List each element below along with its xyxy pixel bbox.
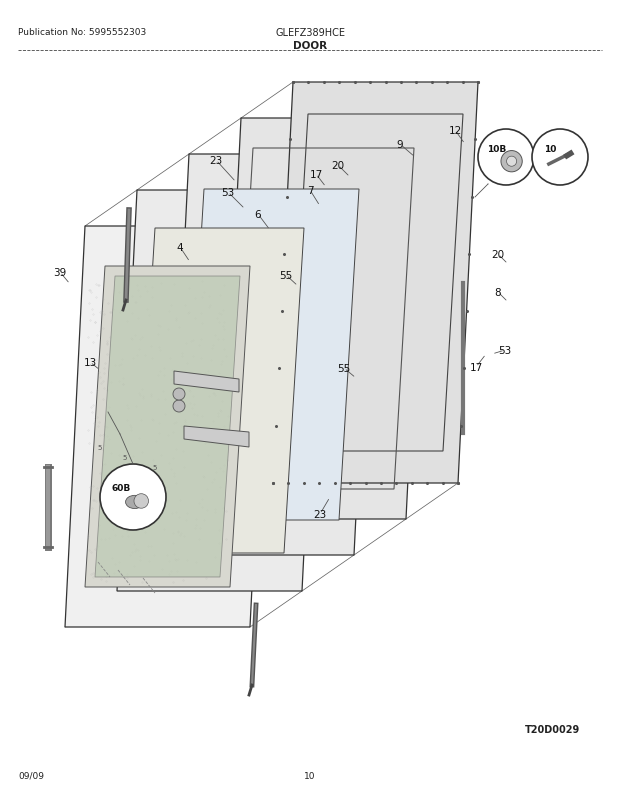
- Text: 20: 20: [492, 249, 505, 260]
- Text: 12: 12: [448, 126, 462, 136]
- Text: Publication No: 5995552303: Publication No: 5995552303: [18, 28, 146, 37]
- Polygon shape: [184, 190, 359, 520]
- Text: 4: 4: [177, 243, 184, 253]
- Text: 53: 53: [498, 346, 511, 355]
- Text: 20: 20: [332, 160, 345, 171]
- Text: 10: 10: [304, 771, 316, 780]
- Circle shape: [532, 130, 588, 186]
- Text: GLEFZ389HCE: GLEFZ389HCE: [275, 28, 345, 38]
- Circle shape: [173, 400, 185, 412]
- Text: 53: 53: [221, 188, 234, 198]
- Text: 23: 23: [313, 509, 327, 520]
- Circle shape: [507, 157, 516, 167]
- Text: 55: 55: [280, 270, 293, 281]
- Text: 8: 8: [495, 288, 502, 298]
- Polygon shape: [85, 267, 250, 587]
- Text: 10B: 10B: [487, 145, 506, 154]
- Text: T20D0029: T20D0029: [525, 724, 580, 734]
- Text: 17: 17: [309, 170, 322, 180]
- Text: 5: 5: [98, 444, 102, 451]
- Text: 7: 7: [307, 186, 313, 196]
- Ellipse shape: [126, 496, 144, 509]
- Text: 6: 6: [255, 210, 261, 220]
- Circle shape: [501, 152, 522, 172]
- Text: 13: 13: [83, 358, 97, 367]
- Polygon shape: [169, 155, 374, 555]
- Circle shape: [173, 388, 185, 400]
- Polygon shape: [221, 119, 426, 520]
- Text: 5: 5: [153, 464, 157, 471]
- Text: 39: 39: [53, 268, 66, 277]
- Text: 60B: 60B: [112, 483, 131, 492]
- Polygon shape: [273, 83, 478, 484]
- Circle shape: [100, 464, 166, 530]
- Text: 5: 5: [123, 455, 127, 460]
- Polygon shape: [65, 227, 270, 627]
- Text: 10: 10: [544, 145, 556, 154]
- Text: 17: 17: [469, 363, 482, 373]
- Polygon shape: [135, 229, 304, 553]
- Text: 23: 23: [210, 156, 223, 166]
- Polygon shape: [174, 371, 239, 392]
- Polygon shape: [184, 427, 249, 448]
- Polygon shape: [117, 191, 322, 591]
- Text: 55: 55: [337, 363, 351, 374]
- Text: 9: 9: [397, 140, 404, 150]
- Polygon shape: [95, 277, 240, 577]
- Text: 09/09: 09/09: [18, 771, 44, 780]
- Text: DOOR: DOOR: [293, 41, 327, 51]
- Circle shape: [478, 130, 534, 186]
- Circle shape: [134, 494, 149, 508]
